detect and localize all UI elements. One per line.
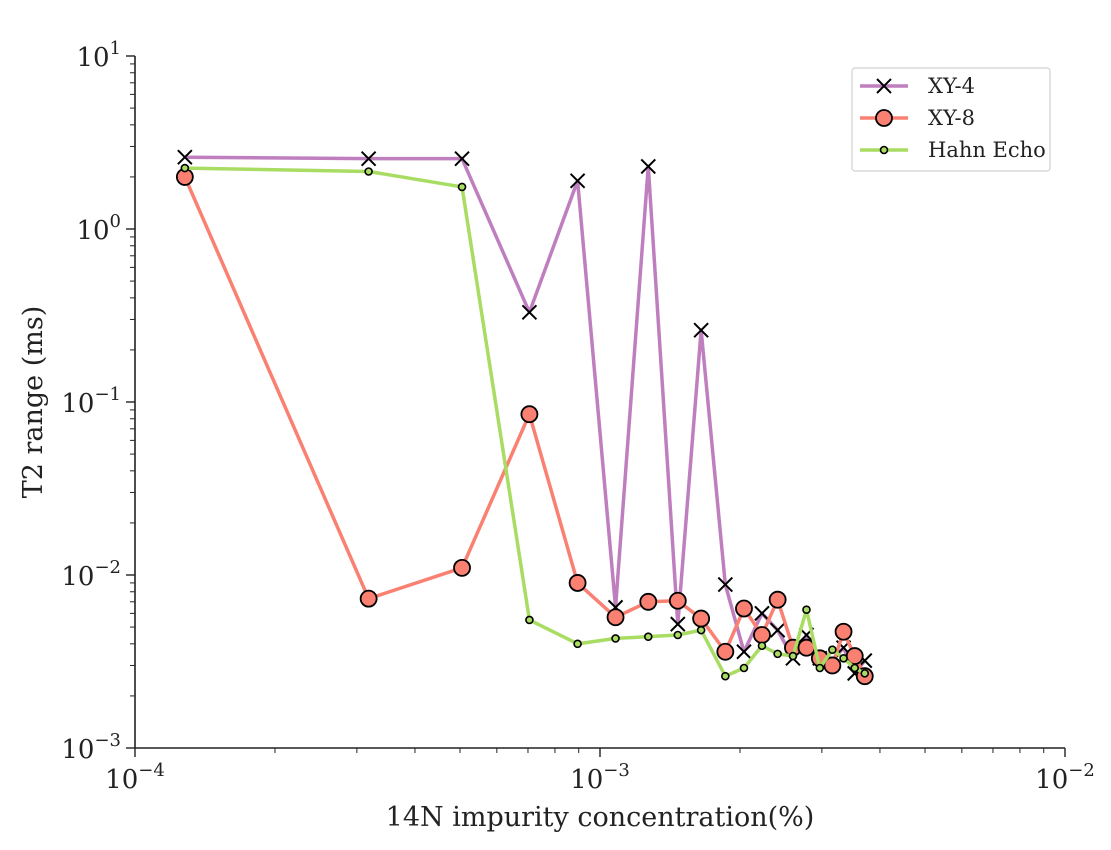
data-point: [525, 615, 534, 625]
data-point: [773, 649, 782, 659]
legend-box: [851, 67, 1051, 172]
data-point: [828, 645, 837, 655]
data-point: [643, 632, 653, 641]
series-hahn-echo: [180, 163, 870, 681]
data-point: [453, 558, 471, 577]
y-axis-label: T2 range (ms): [18, 306, 49, 499]
data-point: [606, 608, 625, 627]
data-point: [568, 574, 587, 592]
data-point: [364, 167, 373, 176]
data-point: [521, 304, 538, 321]
data-point: [823, 656, 842, 675]
data-point: [639, 592, 658, 611]
legend: XY-4 XY-8 Hahn Echo: [851, 67, 1051, 172]
y-tick-label: 101: [76, 38, 121, 73]
legend-label: XY-8: [928, 106, 975, 130]
legend-label: Hahn Echo: [928, 138, 1046, 162]
data-point: [815, 663, 825, 673]
x-tick-label: 10−4: [105, 760, 165, 795]
data-point: [180, 163, 190, 173]
data-point: [573, 639, 582, 649]
data-point: [177, 149, 193, 165]
data-point: [757, 641, 767, 651]
data-point: [360, 150, 377, 167]
data-point: [569, 173, 586, 189]
data-point: [721, 671, 730, 681]
legend-entry: XY-4: [860, 74, 975, 98]
plot-area: [175, 149, 874, 686]
data-point: [739, 663, 749, 673]
y-tick-label: 100: [76, 211, 121, 246]
legend-label: XY-4: [928, 74, 975, 98]
data-point: [716, 642, 735, 661]
data-point: [850, 663, 860, 673]
data-point: [454, 150, 470, 167]
legend-entry: Hahn Echo: [860, 138, 1046, 162]
y-tick-label: 10−2: [61, 557, 121, 592]
data-point: [768, 590, 787, 609]
data-point: [839, 653, 848, 663]
series-xy-8: [175, 168, 874, 686]
y-tick-label: 10−3: [61, 730, 121, 765]
data-point: [520, 405, 539, 424]
data-point: [769, 622, 786, 638]
data-point: [611, 634, 620, 643]
data-point: [359, 589, 378, 608]
data-point: [696, 625, 706, 635]
x-tick-label: 10−3: [570, 760, 630, 795]
legend-entry: XY-8: [860, 106, 975, 130]
data-point: [735, 599, 753, 618]
legend-marker: [879, 145, 889, 155]
data-point: [668, 591, 687, 610]
x-tick-label: 10−2: [1035, 760, 1095, 795]
data-point: [797, 638, 816, 657]
data-point: [754, 605, 770, 622]
data-point: [693, 322, 709, 338]
data-point: [834, 622, 853, 641]
data-point: [753, 626, 771, 644]
data-point: [788, 651, 798, 661]
data-point: [670, 616, 686, 632]
legend-marker: [875, 109, 893, 127]
y-tick-label: 10−1: [61, 384, 121, 419]
data-point: [692, 609, 711, 628]
data-point: [736, 644, 752, 660]
data-point: [673, 630, 683, 640]
x-axis-label: 14N impurity concentration(%): [386, 802, 815, 833]
data-point: [717, 576, 734, 593]
data-point: [640, 158, 656, 175]
legend-marker: [876, 78, 892, 94]
data-point: [802, 605, 811, 615]
data-point: [860, 669, 870, 678]
data-point: [457, 182, 467, 192]
